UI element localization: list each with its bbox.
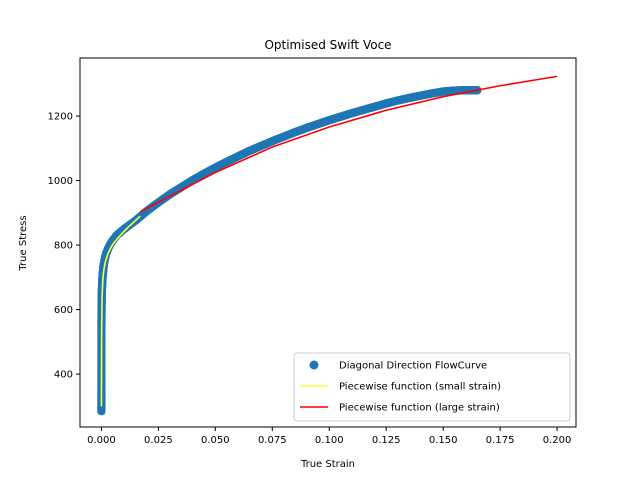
- x-tick-label: 0.125: [372, 435, 401, 446]
- x-axis-label: True Strain: [300, 459, 355, 470]
- plot-area: [97, 75, 558, 416]
- y-tick-label: 1000: [48, 176, 73, 187]
- x-tick-label: 0.050: [201, 435, 230, 446]
- x-tick-label: 0.100: [315, 435, 344, 446]
- x-tick-label: 0.025: [144, 435, 173, 446]
- axes-frame: [79, 57, 577, 428]
- y-axis-label: True Stress: [18, 215, 29, 271]
- chart-title: Optimised Swift Voce: [264, 38, 391, 52]
- legend-label: Piecewise function (small strain): [339, 382, 501, 393]
- series-line-1: [100, 215, 141, 407]
- legend: Diagonal Direction FlowCurve Piecewise fu…: [293, 352, 571, 422]
- legend-label: Diagonal Direction FlowCurve: [339, 361, 487, 372]
- y-tick-label: 800: [54, 241, 73, 252]
- series-line-2: [139, 75, 558, 213]
- legend-box: [293, 352, 571, 422]
- x-tick-label: 0.075: [258, 435, 287, 446]
- y-tick-label: 400: [54, 370, 73, 381]
- legend-marker: [309, 360, 319, 370]
- y-axis: 400 600 800 1000 1200: [48, 112, 80, 381]
- x-tick-label: 0.200: [543, 435, 572, 446]
- x-tick-label: 0.150: [429, 435, 458, 446]
- x-tick-label: 0.175: [486, 435, 515, 446]
- y-tick-label: 600: [54, 305, 73, 316]
- x-tick-label: 0.000: [87, 435, 116, 446]
- y-tick-label: 1200: [48, 112, 73, 123]
- x-axis: 0.000 0.025 0.050 0.075 0.100 0.125 0.150 0.175…: [87, 427, 571, 446]
- legend-label: Piecewise function (large strain): [339, 403, 500, 414]
